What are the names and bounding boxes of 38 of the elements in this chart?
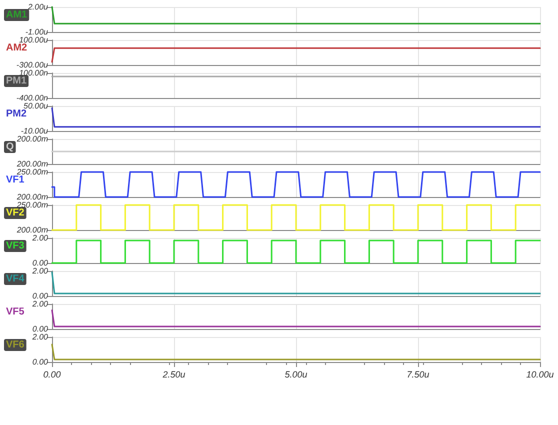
y-tick-label: 100.00n — [19, 68, 49, 78]
y-tick-label: -1.00u — [25, 28, 49, 36]
y-tick-label: 0.00 — [32, 358, 49, 366]
text: VF2 — [6, 208, 25, 218]
x-tick-label: 10.00u — [526, 370, 554, 380]
y-tick-label: 250.00m — [16, 200, 48, 210]
y-tick-label: -400.00n — [16, 94, 49, 102]
y-tick-label: -300.00u — [16, 60, 49, 70]
y-tick-label: 2.00 — [31, 300, 49, 308]
y-tick-label: 2.00 — [31, 332, 49, 342]
y-tick-label: 50.00u — [24, 102, 49, 110]
text: PM1 — [6, 76, 27, 86]
x-tick-label: 2.50u — [162, 370, 186, 380]
y-tick-label: 2.00 — [31, 234, 49, 242]
text: VF6 — [6, 340, 25, 350]
y-tick-label: -10.00u — [20, 126, 49, 136]
text: AM1 — [6, 10, 28, 20]
y-tick-label: 200.00m — [16, 134, 48, 144]
text: VF4 — [6, 274, 25, 284]
y-tick-label: 100.00u — [19, 36, 49, 44]
x-tick-label: 0.00 — [43, 370, 61, 380]
y-tick-label: 2.00 — [31, 266, 49, 276]
text: PM2 — [6, 108, 27, 120]
text: VF5 — [6, 306, 25, 318]
y-tick-label: 250.00m — [16, 168, 48, 176]
text: VF1 — [6, 174, 25, 186]
x-tick-label: 5.00u — [284, 370, 308, 380]
y-tick-label: 200.00m — [16, 160, 48, 168]
y-tick-label: 0.00 — [32, 258, 49, 268]
text: VF3 — [6, 240, 25, 252]
y-tick-label: 200.00m — [16, 226, 48, 234]
y-tick-label: 0.00 — [32, 292, 49, 300]
text: AM2 — [6, 42, 28, 54]
y-tick-label: 2.00u — [26, 2, 49, 12]
y-tick-label: 0.00 — [32, 324, 49, 334]
x-tick-label: 7.50u — [406, 370, 430, 380]
text: Q — [6, 142, 14, 152]
y-tick-label: 200.00m — [16, 192, 48, 202]
